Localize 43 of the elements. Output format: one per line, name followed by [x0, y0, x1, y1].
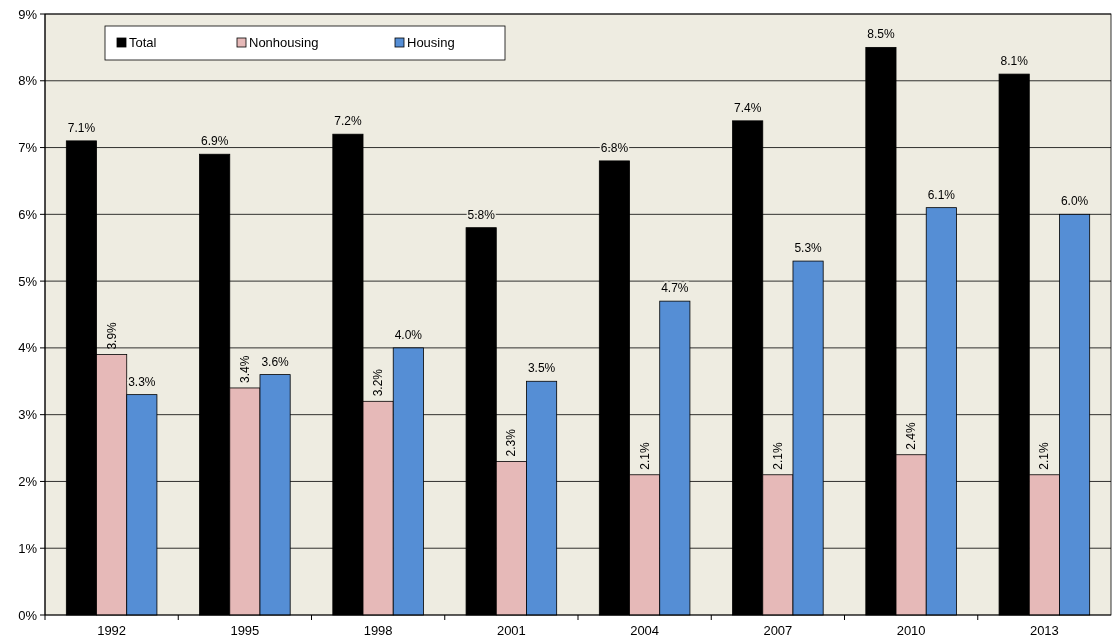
x-tick-label: 2007: [763, 623, 793, 638]
x-tick-label: 2010: [896, 623, 926, 638]
data-label: 6.0%: [1060, 194, 1089, 209]
y-tick-label: 0%: [18, 607, 38, 623]
x-tick-label: 1992: [97, 623, 127, 638]
y-tick-label: 4%: [18, 340, 38, 356]
data-label: 6.9%: [200, 134, 229, 149]
data-label: 2.1%: [637, 442, 652, 470]
legend-label: Nonhousing: [249, 35, 319, 50]
data-label: 8.1%: [1000, 54, 1029, 69]
data-label: 2.3%: [504, 428, 519, 457]
y-tick-label: 1%: [18, 540, 38, 556]
y-tick-label: 8%: [18, 73, 38, 89]
data-label: 4.0%: [394, 327, 423, 342]
legend-label: Total: [129, 35, 157, 50]
x-tick-label: 2001: [496, 623, 526, 638]
y-tick-label: 5%: [18, 273, 38, 289]
y-tick-label: 2%: [18, 473, 38, 489]
data-label: 2.4%: [904, 422, 919, 450]
data-label: 8.5%: [867, 27, 895, 42]
x-tick-label: 1998: [363, 623, 393, 638]
data-label: 2.1%: [1037, 442, 1052, 470]
data-label: 3.3%: [128, 374, 156, 389]
x-tick-label: 2004: [630, 623, 660, 638]
data-label: 5.3%: [794, 241, 823, 256]
x-tick-label: 1995: [230, 623, 260, 638]
data-label: 2.1%: [770, 442, 785, 470]
data-label: 7.2%: [334, 114, 362, 129]
y-tick-label: 7%: [18, 140, 38, 156]
y-tick-label: 6%: [18, 206, 38, 222]
data-label: 6.1%: [927, 187, 956, 202]
x-tick-label: 2013: [1029, 623, 1059, 638]
y-tick-label: 9%: [18, 6, 38, 22]
data-label: 3.4%: [237, 355, 252, 383]
data-label: 7.1%: [67, 120, 96, 135]
data-label: 7.4%: [733, 100, 762, 115]
y-tick-label: 3%: [18, 407, 38, 423]
data-label: 4.7%: [661, 281, 689, 296]
data-label: 3.5%: [527, 361, 556, 376]
data-label: 3.2%: [371, 368, 386, 397]
legend-label: Housing: [407, 35, 455, 50]
data-label: 3.6%: [261, 354, 290, 369]
data-label: 3.9%: [104, 321, 119, 350]
